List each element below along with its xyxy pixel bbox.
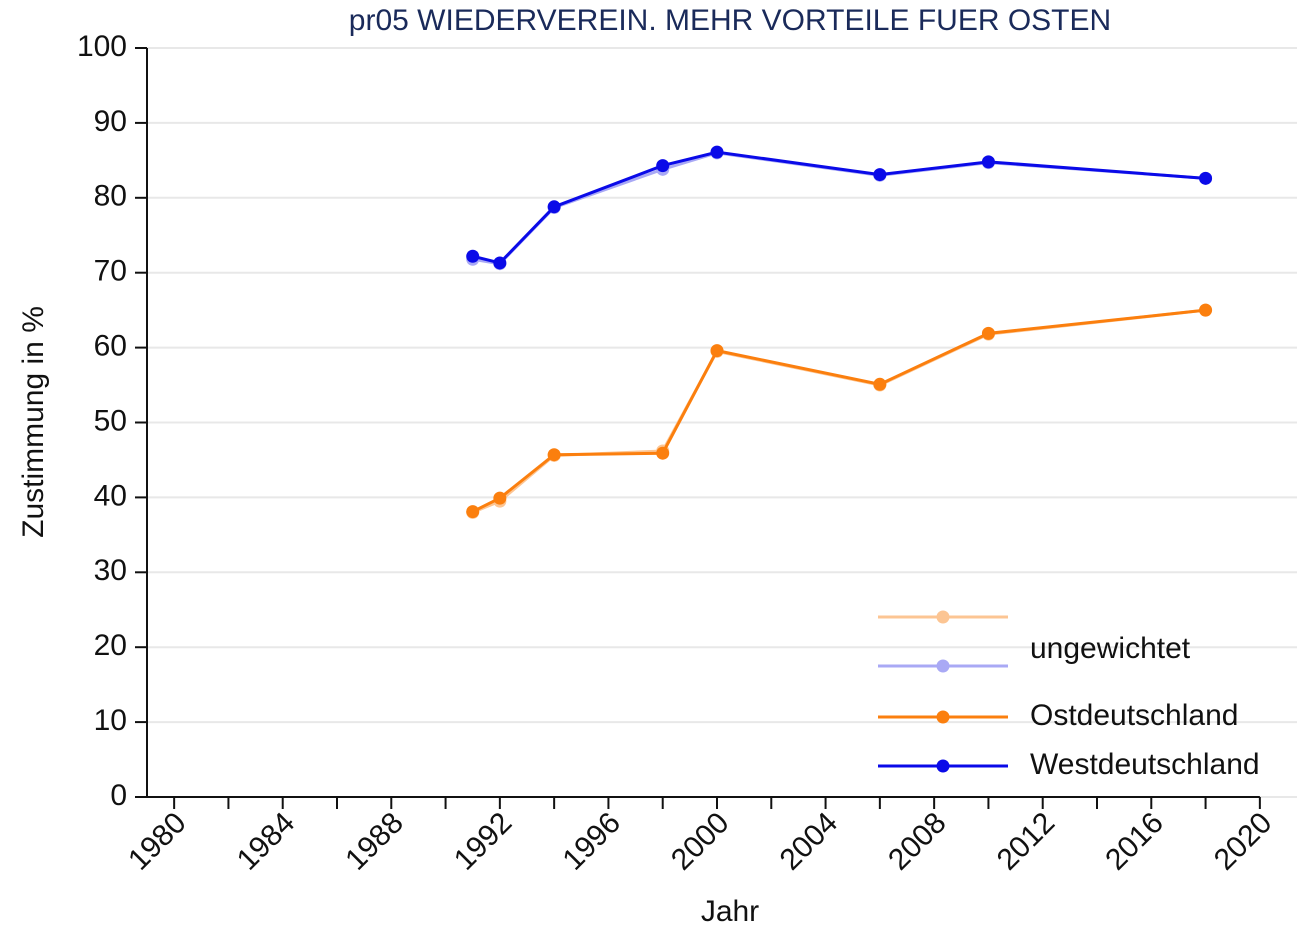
y-tick-label: 0 bbox=[110, 779, 127, 812]
x-tick-label: 2020 bbox=[1208, 806, 1279, 877]
data-point bbox=[873, 168, 887, 182]
x-tick-label: 1988 bbox=[339, 806, 410, 877]
legend-label: Ostdeutschland bbox=[1030, 699, 1238, 732]
data-point bbox=[710, 145, 724, 159]
x-tick-label: 2008 bbox=[882, 806, 953, 877]
y-tick-label: 30 bbox=[94, 554, 127, 587]
data-point bbox=[493, 491, 507, 505]
y-tick-label: 10 bbox=[94, 704, 127, 737]
legend-marker bbox=[936, 659, 950, 673]
x-tick-label: 2000 bbox=[665, 806, 736, 877]
x-tick-label: 1980 bbox=[122, 806, 193, 877]
x-tick-label: 1984 bbox=[231, 806, 302, 877]
y-tick-label: 90 bbox=[94, 105, 127, 138]
y-tick-label: 80 bbox=[94, 180, 127, 213]
y-tick-label: 20 bbox=[94, 629, 127, 662]
x-axis-title: Jahr bbox=[701, 895, 759, 928]
data-point bbox=[466, 249, 480, 263]
x-tick-label: 2004 bbox=[774, 806, 845, 877]
data-point bbox=[547, 200, 561, 214]
x-tick-label: 1996 bbox=[556, 806, 627, 877]
y-tick-label: 60 bbox=[94, 330, 127, 363]
y-tick-label: 100 bbox=[77, 30, 127, 63]
legend-label: Westdeutschland bbox=[1030, 748, 1260, 781]
data-point bbox=[710, 344, 724, 358]
x-tick-label: 2016 bbox=[1099, 806, 1170, 877]
series-line bbox=[472, 150, 1206, 265]
x-tick-label: 1992 bbox=[448, 806, 519, 877]
y-axis-title: Zustimmung in % bbox=[17, 306, 50, 538]
series-line bbox=[472, 308, 1206, 514]
y-tick-label: 70 bbox=[94, 255, 127, 288]
y-tick-label: 50 bbox=[94, 404, 127, 437]
data-point bbox=[1199, 171, 1213, 185]
legend-marker bbox=[936, 759, 950, 773]
x-tick-label: 2012 bbox=[991, 806, 1062, 877]
legend-label: ungewichtet bbox=[1030, 632, 1191, 665]
data-point bbox=[547, 448, 561, 462]
data-point bbox=[493, 256, 507, 270]
data-point bbox=[656, 159, 670, 173]
legend-marker bbox=[936, 610, 950, 624]
series-line bbox=[472, 308, 1206, 513]
data-point bbox=[1199, 303, 1213, 317]
data-point bbox=[466, 505, 480, 519]
data-point bbox=[656, 446, 670, 460]
data-point bbox=[873, 377, 887, 391]
chart-title: pr05 WIEDERVEREIN. MEHR VORTEILE FUER OS… bbox=[349, 4, 1111, 37]
data-point bbox=[981, 155, 995, 169]
data-point bbox=[981, 326, 995, 340]
y-tick-label: 40 bbox=[94, 479, 127, 512]
legend-marker bbox=[936, 710, 950, 724]
